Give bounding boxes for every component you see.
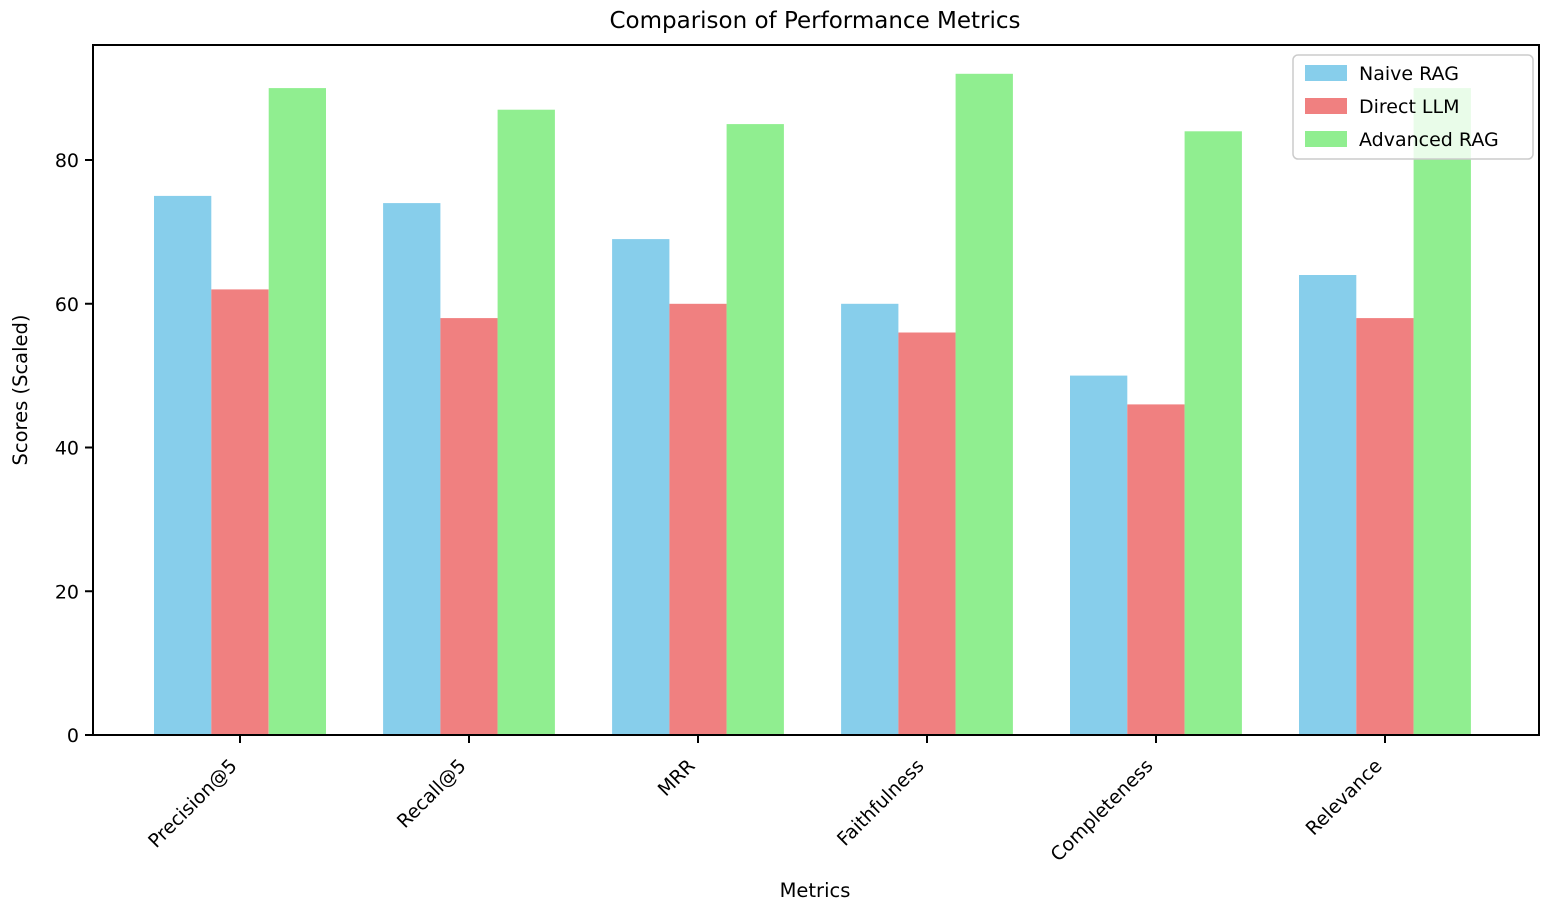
legend-box: [1292, 54, 1534, 160]
y-axis-label: Scores (Scaled): [9, 314, 32, 465]
bar-naive-rag-recall-5: [383, 203, 441, 736]
y-tick-label: 20: [55, 581, 79, 603]
bars-layer: [154, 73, 1471, 736]
x-axis-label: Metrics: [780, 879, 851, 902]
bar-advanced-rag-mrr: [726, 124, 784, 736]
x-tick-label: Precision@5: [144, 755, 241, 852]
legend-label-direct-llm: Direct LLM: [1359, 96, 1460, 118]
bar-advanced-rag-recall-5: [497, 109, 555, 735]
legend-label-advanced-rag: Advanced RAG: [1359, 129, 1499, 151]
bar-direct-llm-faithfulness: [898, 332, 956, 735]
bar-advanced-rag-faithfulness: [955, 73, 1013, 736]
bar-naive-rag-mrr: [612, 239, 670, 735]
bar-naive-rag-precision-5: [154, 195, 212, 735]
bar-advanced-rag-relevance: [1413, 88, 1471, 736]
axes-layer: [92, 44, 1540, 736]
bar-advanced-rag-precision-5: [268, 88, 326, 736]
y-tick-label: 80: [55, 150, 79, 172]
bar-naive-rag-completeness: [1070, 375, 1128, 735]
bar-direct-llm-completeness: [1127, 404, 1185, 735]
x-tick-label: Relevance: [1302, 755, 1387, 840]
x-tick-label: Faithfulness: [833, 755, 929, 851]
x-tick-label: Recall@5: [393, 755, 471, 833]
y-tick-label: 40: [55, 438, 79, 460]
bar-advanced-rag-completeness: [1184, 131, 1242, 736]
bar-direct-llm-relevance: [1356, 318, 1414, 735]
legend-label-naive-rag: Naive RAG: [1359, 63, 1459, 85]
y-tick-label: 60: [55, 294, 79, 316]
x-tick-label: Completeness: [1046, 755, 1157, 866]
bar-direct-llm-recall-5: [440, 318, 498, 735]
legend-swatch-direct-llm: [1305, 98, 1347, 114]
y-tick-label: 0: [67, 725, 79, 747]
legend: Naive RAG Direct LLM Advanced RAG: [1292, 54, 1534, 160]
chart-title: Comparison of Performance Metrics: [609, 8, 1020, 34]
bar-naive-rag-faithfulness: [841, 303, 899, 736]
plot-box: [92, 44, 1540, 736]
legend-swatch-naive-rag: [1305, 65, 1347, 81]
x-tick-label: MRR: [654, 755, 700, 801]
bar-direct-llm-precision-5: [211, 289, 269, 735]
legend-swatch-advanced-rag: [1305, 131, 1347, 147]
bar-naive-rag-relevance: [1299, 275, 1357, 735]
bar-direct-llm-mrr: [669, 303, 727, 736]
